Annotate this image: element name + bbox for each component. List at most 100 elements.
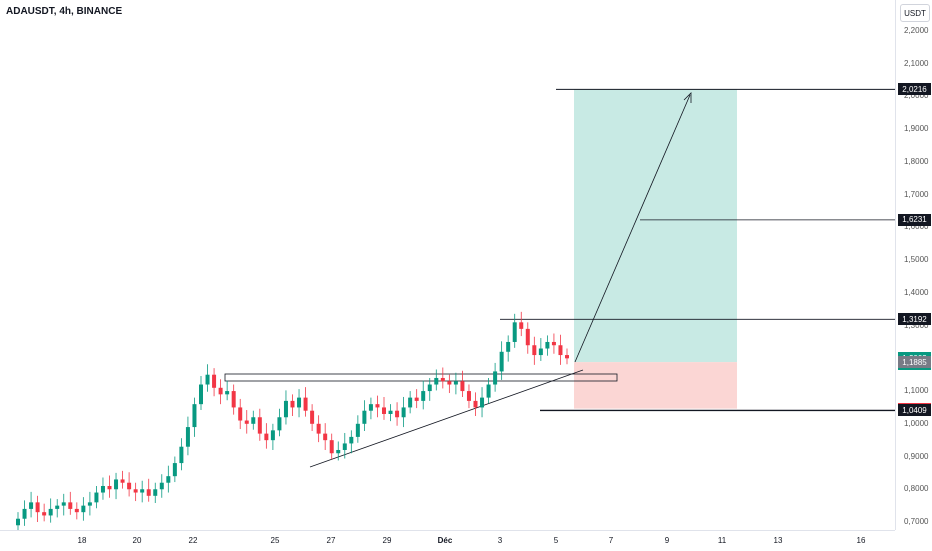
candle [29,502,34,509]
candle [532,345,537,356]
price-axis-tick: 2,2000 [904,26,929,35]
candle [565,355,569,359]
time-axis-label: 27 [326,536,336,545]
candle [297,397,302,408]
candle [94,492,99,503]
candle [473,400,478,408]
price-axis-tick: 1,8000 [904,156,929,166]
candle [434,377,439,385]
candle [257,417,262,434]
candle [22,508,27,519]
price-axis-tick: 1,4000 [904,287,929,297]
candle [375,404,380,408]
candle [336,449,341,454]
price-axis-tick: 2,0000 [904,91,929,101]
candle [231,391,236,408]
time-axis-label: 5 [553,536,559,545]
candle [427,384,432,392]
price-axis-tick: 1,9000 [904,124,929,134]
time-axis-label: 22 [188,536,198,545]
price-tag: 2,0216 [898,83,931,96]
trendline [309,369,584,468]
candle [316,423,321,434]
candle [499,351,504,372]
candle [283,400,288,418]
price-axis-tick: 1,6000 [904,222,929,232]
candle [466,391,471,401]
price-axis-tick: 0,9000 [904,451,929,461]
currency-button[interactable]: USDT [900,4,930,22]
price-axis-tick: 2,1000 [904,58,929,68]
candle [120,479,125,483]
price-axis-tick: 0,7000 [904,517,929,526]
candle [342,443,347,450]
candle [408,397,413,408]
candle [493,371,498,385]
time-axis-label: 3 [497,536,503,545]
candle [545,341,550,349]
candle [453,381,458,385]
candle [55,505,60,509]
candle [440,377,445,382]
candle [512,322,517,342]
candle [179,446,184,464]
candle [133,489,138,493]
price-tag: 1,3192 [898,313,931,326]
candle [35,502,40,513]
candle [87,502,92,506]
price-axis-tick: 1,1000 [904,386,929,396]
time-axis-label: 16 [856,536,866,545]
candle [349,436,354,444]
candle [303,397,308,411]
time-axis-label: 13 [773,536,783,545]
candle [506,341,511,352]
price-tag: 1,1885 [898,356,931,369]
support-zone [224,373,618,382]
candle [172,463,177,477]
candle [270,430,275,441]
candle [558,345,563,356]
candle [225,391,230,395]
candle [100,485,105,493]
candle [107,485,112,490]
price-axis-tick: 1,5000 [904,255,929,265]
candle [159,482,164,490]
symbol-title: ADAUSDT, 4h, BINANCE [6,6,123,17]
time-axis-label: Déc [437,536,453,545]
candle [74,508,79,513]
candle [251,417,256,424]
price-tag: 1,0409 [898,404,931,417]
time-axis-label: 9 [664,536,670,545]
candle [310,410,315,424]
time-axis-label: 11 [717,536,727,545]
candle [244,420,249,424]
candle [205,374,210,385]
price-axis-tick: 1,0000 [904,418,929,428]
price-axis[interactable]: 2,2000 2,1000 2,0000 1,9000 1,8000 1,7000 1,60… [895,0,932,530]
candle [61,502,66,506]
profit-zone [574,89,737,363]
time-axis[interactable] [0,530,895,551]
candle [538,348,543,356]
candle [414,397,419,401]
candle [525,328,530,346]
candle [238,407,243,421]
candle [421,391,426,401]
candle [114,479,119,490]
candle [264,433,269,441]
candle [48,508,53,516]
candle [323,433,328,441]
candle [486,384,491,398]
chart-area[interactable]: ADAUSDT, 4h, BINANCE [0,0,895,532]
candle [199,384,203,405]
candle [212,374,217,388]
projection-arrow [574,94,691,363]
candle [218,387,223,395]
candle [153,489,158,496]
candle [140,489,145,493]
candle [382,407,386,414]
time-axis-label: 25 [270,536,280,545]
candle [290,400,295,408]
candle [362,410,367,424]
